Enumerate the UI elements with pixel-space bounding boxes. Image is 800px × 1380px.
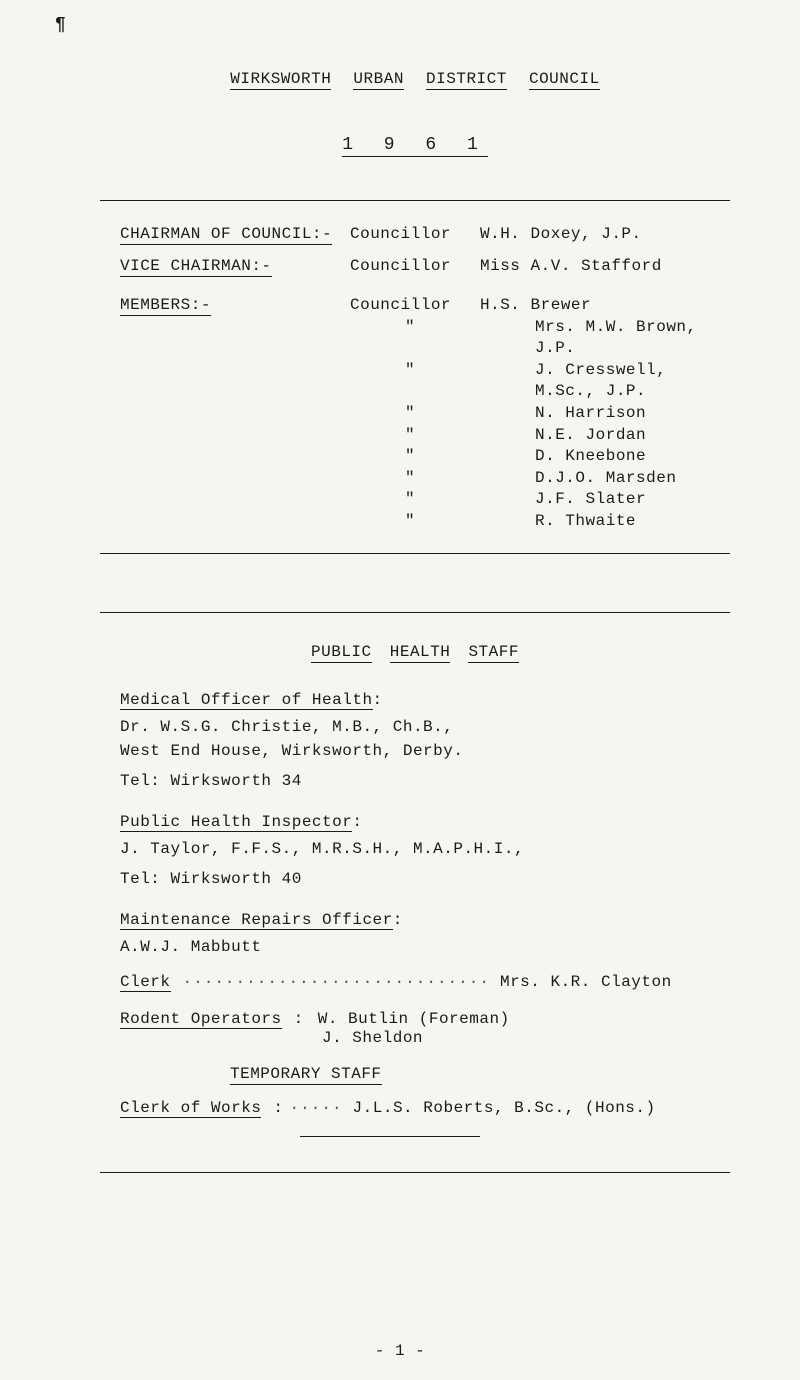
ditto-mark: " bbox=[350, 360, 535, 403]
member-name: H.S. Brewer bbox=[480, 295, 710, 317]
cw-label: Clerk of Works bbox=[120, 1099, 261, 1118]
moh-block: Medical Officer of Health: Dr. W.S.G. Ch… bbox=[120, 691, 710, 793]
ditto-mark: " bbox=[350, 425, 535, 447]
rodent-operators-row: Rodent Operators: W. Butlin (Foreman) bbox=[120, 1010, 710, 1029]
member-name: J. Cresswell, M.Sc., J.P. bbox=[535, 360, 710, 403]
moh-label: Medical Officer of Health bbox=[120, 691, 373, 710]
horizontal-rule bbox=[100, 612, 730, 613]
phi-label: Public Health Inspector bbox=[120, 813, 352, 832]
clerk-label: Clerk bbox=[120, 973, 171, 992]
ditto-mark: " bbox=[350, 403, 535, 425]
ditto-mark: " bbox=[350, 468, 535, 490]
members-section: MEMBERS:- Councillor H.S. Brewer "Mrs. M… bbox=[120, 295, 710, 533]
title-word: DISTRICT bbox=[426, 70, 507, 90]
ditto-mark: " bbox=[350, 511, 535, 533]
title-word: URBAN bbox=[353, 70, 404, 90]
leader-dots: ····························· bbox=[183, 973, 490, 992]
colon: : bbox=[352, 813, 362, 831]
year-heading: 1 9 6 1 bbox=[120, 135, 710, 155]
title-word: COUNCIL bbox=[529, 70, 600, 90]
page-number: - 1 - bbox=[0, 1342, 800, 1360]
clerk-row: Clerk ····························· Mrs.… bbox=[120, 973, 710, 992]
phi-name: J. Taylor, F.F.S., M.R.S.H., M.A.P.H.I., bbox=[120, 837, 710, 861]
colon: : bbox=[273, 1099, 283, 1118]
member-name: N. Harrison bbox=[535, 403, 710, 425]
corner-mark: ¶ bbox=[55, 15, 66, 35]
horizontal-rule bbox=[100, 1172, 730, 1173]
chairman-label: CHAIRMAN OF COUNCIL:- bbox=[120, 225, 332, 245]
vice-chairman-row: VICE CHAIRMAN:- Councillor Miss A.V. Sta… bbox=[120, 257, 710, 275]
moh-tel: Tel: Wirksworth 34 bbox=[120, 769, 710, 793]
member-name: D.J.O. Marsden bbox=[535, 468, 710, 490]
ditto-mark: " bbox=[350, 317, 535, 360]
vice-chairman-role: Councillor bbox=[350, 257, 480, 275]
member-name: Mrs. M.W. Brown, J.P. bbox=[535, 317, 710, 360]
member-name: J.F. Slater bbox=[535, 489, 710, 511]
horizontal-rule bbox=[100, 553, 730, 554]
title-word: WIRKSWORTH bbox=[230, 70, 331, 90]
staff-heading: PUBLIC HEALTH STAFF bbox=[120, 643, 710, 661]
temp-staff-label: TEMPORARY STAFF bbox=[230, 1065, 382, 1085]
members-label: MEMBERS:- bbox=[120, 296, 211, 316]
heading-word: PUBLIC bbox=[311, 643, 372, 663]
ditto-mark: " bbox=[350, 446, 535, 468]
year-text: 1 9 6 1 bbox=[342, 135, 488, 157]
document-title: WIRKSWORTH URBAN DISTRICT COUNCIL bbox=[120, 70, 710, 90]
chairman-row: CHAIRMAN OF COUNCIL:- Councillor W.H. Do… bbox=[120, 225, 710, 243]
ro-label: Rodent Operators bbox=[120, 1010, 282, 1029]
mro-name: A.W.J. Mabbutt bbox=[120, 935, 710, 959]
moh-name: Dr. W.S.G. Christie, M.B., Ch.B., bbox=[120, 715, 710, 739]
clerk-name: Mrs. K.R. Clayton bbox=[500, 973, 672, 992]
heading-word: STAFF bbox=[468, 643, 519, 663]
colon: : bbox=[373, 691, 383, 709]
colon: : bbox=[393, 911, 403, 929]
heading-word: HEALTH bbox=[390, 643, 451, 663]
colon: : bbox=[294, 1010, 304, 1029]
leader-dots: ····· bbox=[290, 1099, 343, 1118]
phi-tel: Tel: Wirksworth 40 bbox=[120, 867, 710, 891]
horizontal-rule bbox=[100, 200, 730, 201]
ro-name: W. Butlin (Foreman) bbox=[318, 1010, 510, 1029]
member-name: N.E. Jordan bbox=[535, 425, 710, 447]
temp-staff-heading: TEMPORARY STAFF bbox=[230, 1065, 710, 1083]
cw-name: J.L.S. Roberts, B.Sc., (Hons.) bbox=[353, 1099, 656, 1118]
vice-chairman-label: VICE CHAIRMAN:- bbox=[120, 257, 272, 277]
clerk-of-works-row: Clerk of Works: ····· J.L.S. Roberts, B.… bbox=[120, 1099, 710, 1118]
underline-rule bbox=[300, 1136, 480, 1137]
member-name: D. Kneebone bbox=[535, 446, 710, 468]
vice-chairman-name: Miss A.V. Stafford bbox=[480, 257, 710, 275]
ro-name-2: J. Sheldon bbox=[322, 1029, 710, 1047]
mro-label: Maintenance Repairs Officer bbox=[120, 911, 393, 930]
ditto-mark: " bbox=[350, 489, 535, 511]
mro-block: Maintenance Repairs Officer: A.W.J. Mabb… bbox=[120, 911, 710, 959]
phi-block: Public Health Inspector: J. Taylor, F.F.… bbox=[120, 813, 710, 891]
chairman-name: W.H. Doxey, J.P. bbox=[480, 225, 710, 243]
members-role: Councillor bbox=[350, 295, 480, 317]
chairman-role: Councillor bbox=[350, 225, 480, 243]
member-name: R. Thwaite bbox=[535, 511, 710, 533]
moh-address: West End House, Wirksworth, Derby. bbox=[120, 739, 710, 763]
